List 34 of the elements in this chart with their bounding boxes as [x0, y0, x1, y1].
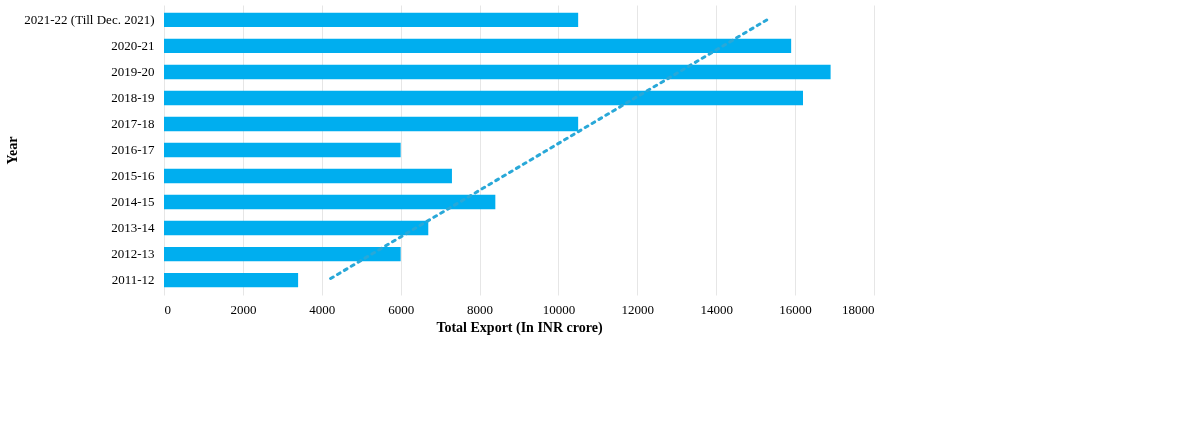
- x-tick-label: 10000: [542, 301, 576, 317]
- y-tick-label: 2015-16: [111, 168, 155, 184]
- y-tick-label: 2013-14: [111, 220, 155, 236]
- x-axis-title: Total Export (In INR crore): [436, 319, 603, 336]
- bar: [164, 12, 579, 28]
- y-tick-label: 2018-19: [111, 89, 155, 105]
- x-tick-label: 0: [164, 301, 171, 317]
- x-tick-label: 4000: [309, 301, 336, 317]
- bar: [164, 64, 831, 80]
- bar: [164, 246, 401, 262]
- x-tick-label: 18000: [842, 301, 875, 317]
- bar: [164, 90, 803, 106]
- y-tick-label: 2020-21: [111, 37, 155, 53]
- bar: [164, 116, 579, 132]
- y-axis-title: Year: [5, 136, 21, 165]
- bar: [164, 194, 496, 210]
- x-tick-label: 8000: [467, 301, 494, 317]
- y-tick-label: 2014-15: [111, 194, 155, 210]
- x-tick-label: 14000: [700, 301, 733, 317]
- x-tick-label: 2000: [230, 301, 257, 317]
- bar: [164, 142, 401, 158]
- bar: [164, 220, 429, 236]
- y-tick-label: 2019-20: [111, 63, 155, 79]
- bar: [164, 272, 299, 288]
- bar: [164, 168, 452, 184]
- x-tick-label: 12000: [621, 301, 655, 317]
- y-tick-label: 2011-12: [111, 272, 155, 288]
- bar: [164, 38, 792, 54]
- y-tick-label: 2021-22 (Till Dec. 2021): [24, 11, 155, 27]
- y-tick-label: 2012-13: [111, 246, 155, 262]
- y-tick-label: 2017-18: [111, 115, 155, 131]
- x-tick-label: 6000: [388, 301, 415, 317]
- x-tick-label: 16000: [779, 301, 812, 317]
- y-tick-label: 2016-17: [111, 142, 155, 157]
